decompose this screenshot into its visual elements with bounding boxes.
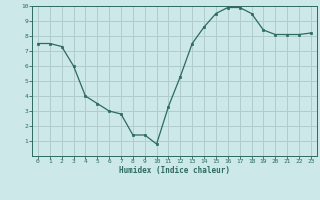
X-axis label: Humidex (Indice chaleur): Humidex (Indice chaleur) [119, 166, 230, 175]
